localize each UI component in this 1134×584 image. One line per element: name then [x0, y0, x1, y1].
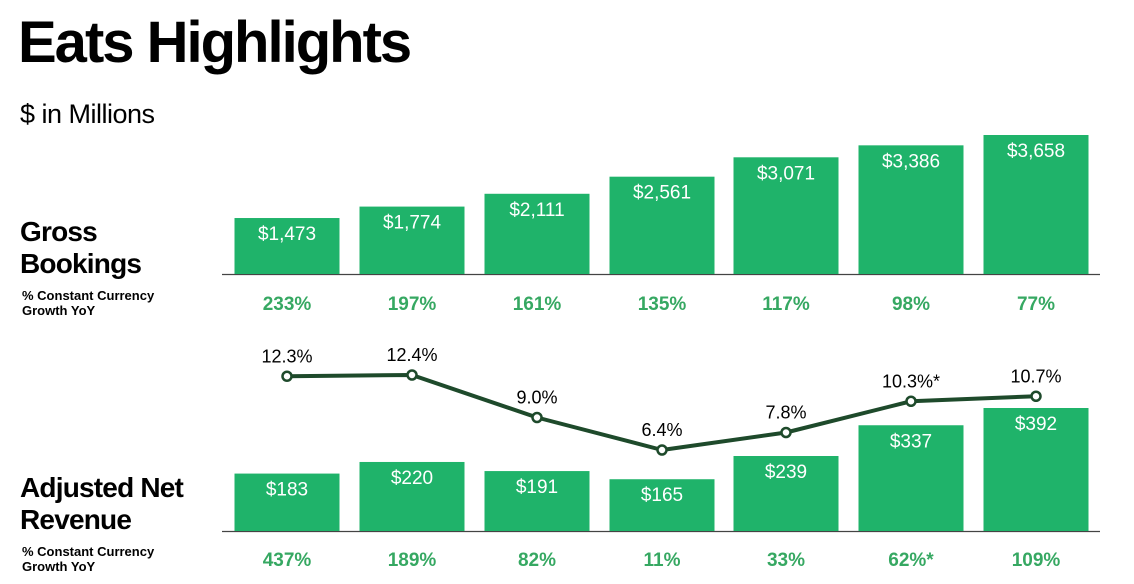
margin-value-label: 9.0%: [516, 388, 557, 408]
gross-bookings-value-label: $2,561: [633, 183, 691, 204]
adjusted-net-revenue-bar: [983, 408, 1089, 531]
adjusted-net-revenue-growth-labels: 437% 189% 82% 11% 33% 62%* 109%: [263, 550, 1061, 571]
page-subtitle: $ in Millions: [20, 99, 155, 129]
adjusted-net-revenue-growth-label: 11%: [644, 550, 681, 571]
gross-bookings-growth-label: 135%: [638, 294, 687, 315]
margin-point: [281, 370, 293, 382]
gross-bookings-label: Gross Bookings: [20, 216, 142, 279]
adjusted-net-revenue-bar: [609, 479, 715, 531]
margin-point: [780, 426, 792, 439]
gross-bookings-bar: [983, 135, 1089, 274]
adjusted-net-revenue-growth-label: 33%: [767, 550, 805, 571]
margin-point: [656, 444, 668, 456]
gross-bookings-growth-label: 233%: [263, 294, 312, 315]
margin-value-label: 10.7%: [1010, 366, 1061, 386]
gross-bookings-bar: [359, 206, 465, 274]
adjusted-net-revenue-bar: [858, 425, 964, 531]
adjusted-net-revenue-value-label: $183: [266, 480, 308, 501]
adjusted-net-revenue-bar: [359, 461, 465, 531]
adjusted-net-revenue-value-label: $392: [1015, 414, 1057, 435]
margin-point: [531, 411, 543, 424]
adjusted-net-revenue-value-label: $165: [641, 485, 683, 506]
gross-bookings-growth-label: 117%: [762, 294, 810, 315]
gross-bookings-bar: [858, 145, 964, 274]
gross-bookings-bar: [234, 218, 340, 274]
adjusted-net-revenue-growth-label: 437%: [263, 550, 312, 571]
gross-bookings-value-label: $3,386: [882, 151, 940, 172]
margin-value-label: 12.4%: [386, 345, 437, 365]
gross-bookings-growth-label: 197%: [388, 294, 437, 315]
margin-value-label: 6.4%: [641, 420, 682, 440]
adjusted-net-revenue-growth-label: 62%*: [888, 550, 934, 571]
adjusted-net-revenue-growth-label: 189%: [388, 550, 437, 571]
adjusted-net-revenue-bar: [234, 473, 340, 531]
margin-line-series: 12.3% 12.4% 9.0% 6.4% 7.8% 10.3%* 10.7%: [261, 345, 1062, 456]
gross-bookings-growth-label: 98%: [892, 294, 930, 315]
gross-bookings-value-label: $3,658: [1007, 141, 1065, 162]
gross-bookings-growth-caption: % Constant Currency Growth YoY: [22, 288, 155, 318]
adjusted-net-revenue-bar: [733, 456, 839, 531]
gross-bookings-bar: [733, 157, 839, 274]
margin-value-label: 12.3%: [261, 346, 312, 366]
gross-bookings-value-label: $1,774: [383, 213, 442, 234]
page-title: Eats Highlights: [18, 10, 412, 75]
margin-value-label: 7.8%: [765, 403, 806, 423]
margin-point: [1030, 390, 1042, 402]
adjusted-net-revenue-bar: [484, 471, 590, 531]
gross-bookings-growth-label: 161%: [513, 294, 562, 315]
adjusted-net-revenue-growth-caption: % Constant Currency Growth YoY: [22, 544, 155, 574]
adjusted-net-revenue-bars: $183 $220 $191 $165 $239 $337 $392: [234, 408, 1089, 531]
adjusted-net-revenue-growth-label: 109%: [1012, 550, 1061, 571]
gross-bookings-value-label: $3,071: [757, 163, 815, 184]
gross-bookings-growth-label: 77%: [1017, 294, 1055, 315]
gross-bookings-bars: $1,473 $1,774 $2,111 $2,561 $3,071 $3,386 $3,6…: [234, 135, 1089, 274]
gross-bookings-value-label: $1,473: [258, 224, 316, 245]
gross-bookings-bar: [484, 193, 590, 274]
margin-point: [905, 395, 917, 407]
gross-bookings-growth-labels: 233% 197% 161% 135% 117% 98% 77%: [263, 294, 1055, 315]
adjusted-net-revenue-value-label: $191: [516, 477, 558, 498]
margin-value-label: 10.3%*: [882, 371, 940, 391]
gross-bookings-bar: [609, 176, 715, 274]
margin-point: [406, 369, 418, 381]
adjusted-net-revenue-value-label: $220: [391, 468, 433, 489]
gross-bookings-value-label: $2,111: [509, 200, 564, 221]
adjusted-net-revenue-value-label: $239: [765, 462, 807, 483]
adjusted-net-revenue-label: Adjusted Net Revenue: [20, 472, 184, 535]
adjusted-net-revenue-value-label: $337: [890, 431, 932, 452]
adjusted-net-revenue-growth-label: 82%: [518, 550, 556, 571]
